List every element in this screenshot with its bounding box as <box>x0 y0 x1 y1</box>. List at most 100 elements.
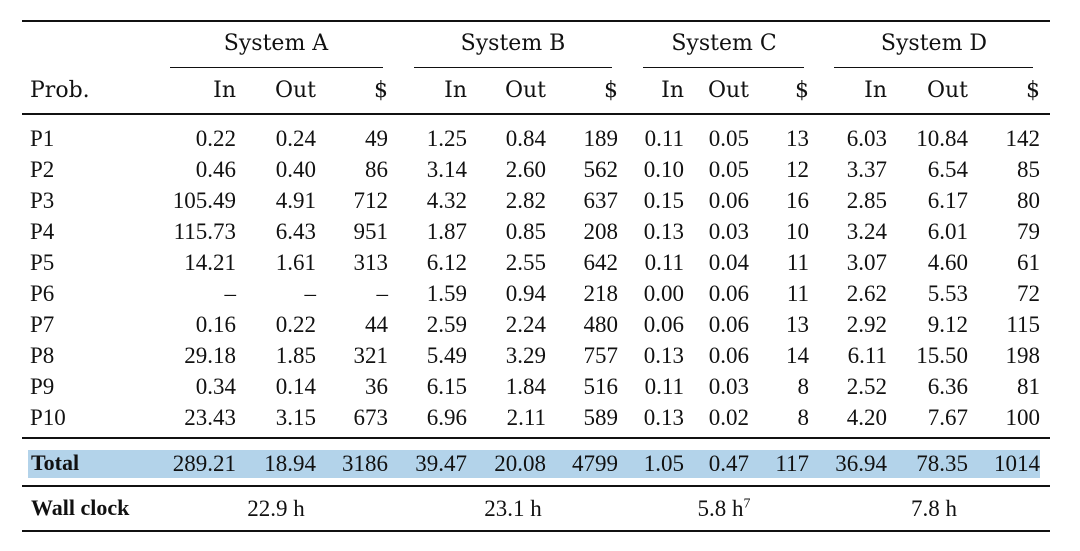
table-cell: 6.43 <box>275 219 316 244</box>
footnote-marker: 7 <box>743 495 751 511</box>
wall-clock-value: 22.9 h <box>247 497 305 520</box>
table-cell: 6.17 <box>927 188 968 213</box>
total-cell: 289.21 <box>172 451 236 476</box>
table-cell: 0.13 <box>643 405 684 430</box>
table-cell: 0.24 <box>275 126 316 151</box>
table-cell: 6.11 <box>847 343 887 368</box>
system-cmidrule <box>414 67 612 69</box>
table-cell: 218 <box>583 281 619 306</box>
wall-clock-time: 22.9 h <box>247 496 305 521</box>
table-cell: 2.55 <box>505 250 546 275</box>
system-cmidrule <box>834 67 1033 69</box>
system-header: System D <box>880 31 988 56</box>
table-cell: 6.15 <box>426 374 467 399</box>
table-cell: 4.91 <box>275 188 316 213</box>
table-cell: 189 <box>583 126 619 151</box>
table-cell: 516 <box>583 374 619 399</box>
table-cell: 115.73 <box>173 219 236 244</box>
total-cell: 1.05 <box>643 451 684 476</box>
total-cell: 36.94 <box>835 451 887 476</box>
table-cell: 105.49 <box>172 188 236 213</box>
total-cell: 18.94 <box>264 451 316 476</box>
table-cell: 0.03 <box>708 219 749 244</box>
table-cell: 1.84 <box>505 374 546 399</box>
table-cell: 1.85 <box>275 343 316 368</box>
table-cell: 0.10 <box>643 157 684 182</box>
table-cell: 10 <box>786 219 809 244</box>
table-cell: 0.34 <box>195 374 236 399</box>
table-cell: 6.01 <box>927 219 968 244</box>
table-cell: 1.87 <box>426 219 467 244</box>
column-header-in: In <box>864 78 887 103</box>
table-cell: 562 <box>583 157 619 182</box>
table-cell: 115 <box>1006 312 1040 337</box>
table-cell: 6.03 <box>846 126 887 151</box>
table-cell: 1.25 <box>426 126 467 151</box>
table-cell: 3.15 <box>275 405 316 430</box>
system-header: System C <box>671 31 777 56</box>
table-cell: 3.24 <box>846 219 887 244</box>
table-cell: 72 <box>1017 281 1040 306</box>
total-row-highlight <box>28 450 1040 478</box>
wall-clock-time: 5.8 h <box>697 496 744 521</box>
wall-clock-value: 5.8 h7 <box>697 495 751 521</box>
table-cell: 49 <box>365 126 388 151</box>
column-header-dollar: $ <box>1026 78 1040 103</box>
table-cell: – <box>376 281 389 306</box>
total-top-rule <box>22 437 1050 439</box>
table-cell: 8 <box>797 374 810 399</box>
table-cell: 44 <box>365 312 388 337</box>
table-cell: – <box>224 281 237 306</box>
row-prob-label: P4 <box>30 219 55 244</box>
table-cell: 5.49 <box>426 343 467 368</box>
table-cell: 8 <box>797 405 810 430</box>
table-cell: 16 <box>786 188 809 213</box>
table-cell: 0.84 <box>505 126 546 151</box>
top-rule <box>22 20 1050 22</box>
table-cell: 1.59 <box>426 281 467 306</box>
system-cmidrule <box>170 67 383 69</box>
table-cell: 142 <box>1005 126 1041 151</box>
table-cell: 7.67 <box>927 405 968 430</box>
table-cell: 2.11 <box>506 405 546 430</box>
table-cell: 23.43 <box>184 405 236 430</box>
row-prob-label: P2 <box>30 157 55 182</box>
table-cell: 198 <box>1005 343 1041 368</box>
system-header: System A <box>223 31 329 56</box>
table-cell: 589 <box>583 405 619 430</box>
table-cell: 9.12 <box>927 312 968 337</box>
row-prob-label: P7 <box>30 312 55 337</box>
table-cell: 0.06 <box>708 343 749 368</box>
total-cell: 78.35 <box>916 451 968 476</box>
table-cell: 0.06 <box>708 188 749 213</box>
column-header-in: In <box>444 78 467 103</box>
table-cell: 0.13 <box>643 343 684 368</box>
column-header-out: Out <box>926 78 968 103</box>
table-cell: 313 <box>353 250 389 275</box>
table-cell: 208 <box>583 219 619 244</box>
table-cell: 85 <box>1017 157 1040 182</box>
wall-clock-label: Wall clock <box>31 495 130 520</box>
table-cell: 0.22 <box>195 126 236 151</box>
table-cell: 61 <box>1017 250 1040 275</box>
row-prob-label: P1 <box>30 126 55 151</box>
wall-clock-time: 23.1 h <box>484 496 542 521</box>
column-header-out: Out <box>504 78 546 103</box>
bottom-rule <box>22 530 1050 532</box>
total-label: Total <box>31 450 80 475</box>
table-cell: 321 <box>353 343 389 368</box>
table-cell: 2.59 <box>426 312 467 337</box>
table-cell: 3.07 <box>846 250 887 275</box>
total-cell: 3186 <box>342 451 388 476</box>
table-cell: 0.03 <box>708 374 749 399</box>
table-cell: 0.11 <box>644 374 684 399</box>
table-cell: – <box>304 281 317 306</box>
header-rule <box>22 113 1050 115</box>
table-cell: 29.18 <box>184 343 236 368</box>
row-prob-label: P10 <box>30 405 66 430</box>
table-cell: 81 <box>1017 374 1040 399</box>
table-cell: 6.96 <box>426 405 467 430</box>
total-cell: 20.08 <box>494 451 546 476</box>
table-cell: 2.24 <box>505 312 546 337</box>
